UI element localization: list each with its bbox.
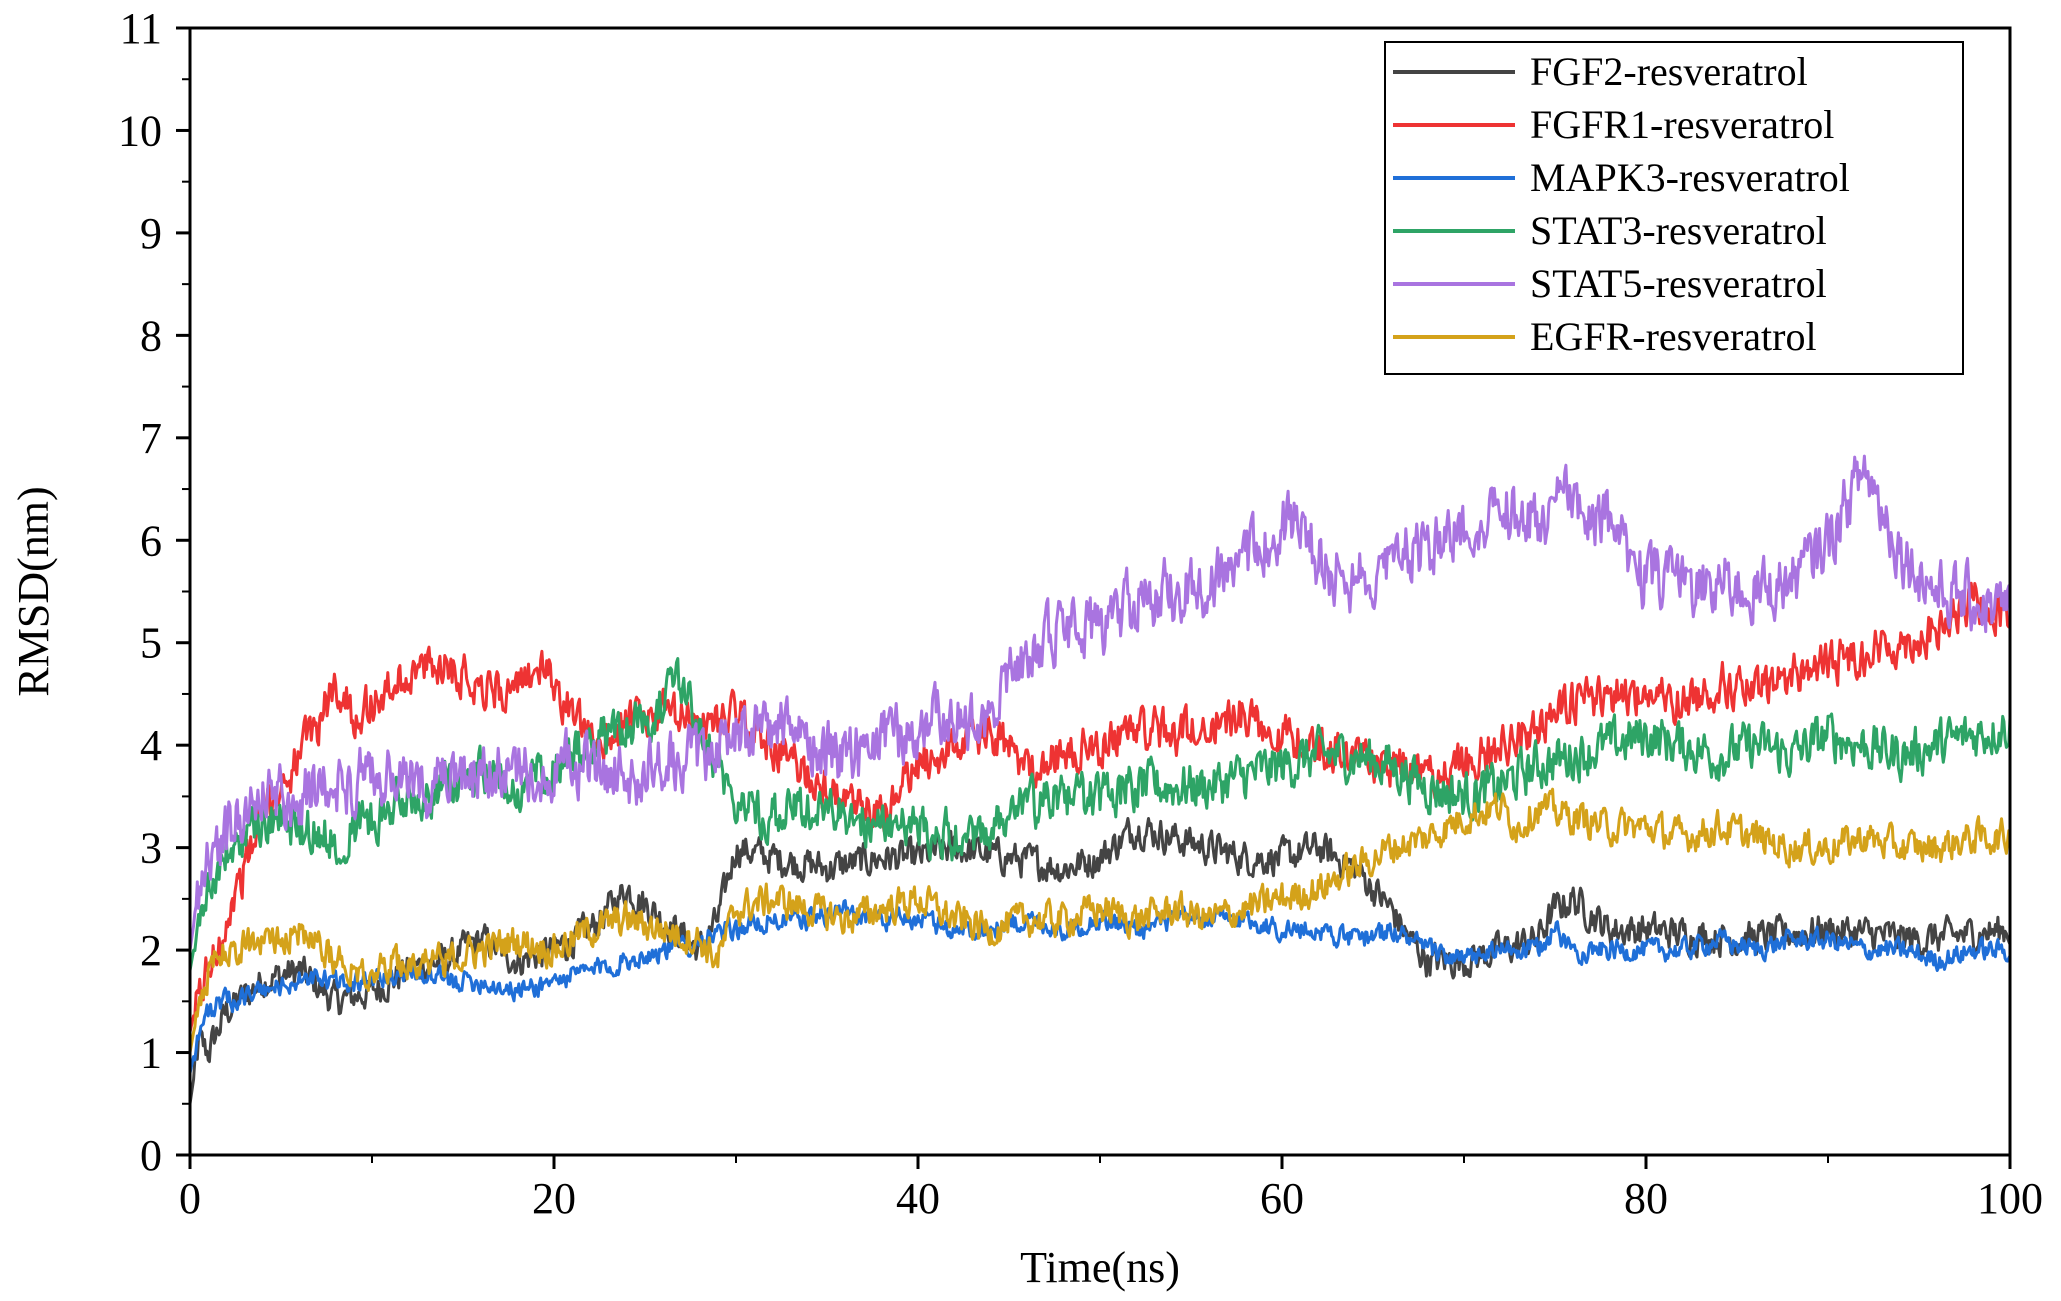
- x-axis-ticks: 0 20 40 60 80 100: [179, 1155, 2043, 1223]
- legend-box: [1384, 41, 1964, 375]
- legend-item: STAT5-resveratrol: [1393, 261, 1827, 306]
- y-tick-label: 7: [140, 414, 162, 463]
- x-tick-label: 0: [179, 1174, 201, 1223]
- legend-label: FGFR1-resveratrol: [1530, 102, 1834, 147]
- series-line-egfr-resveratrol: [188, 787, 2012, 1053]
- x-axis-title: Time(ns): [1020, 1243, 1180, 1292]
- legend: FGF2-resveratrol FGFR1-resveratrol MAPK3-r…: [1384, 41, 1964, 375]
- y-tick-label: 8: [140, 311, 162, 360]
- y-tick-label: 11: [120, 4, 162, 53]
- series-line-fgfr1-resveratrol: [188, 581, 2011, 1033]
- legend-item: MAPK3-resveratrol: [1393, 155, 1850, 200]
- series-line-stat3-resveratrol: [188, 657, 2012, 971]
- y-axis-title: RMSD(nm): [9, 486, 58, 696]
- y-tick-label: 1: [140, 1029, 162, 1078]
- series-line-stat5-resveratrol: [188, 454, 2012, 951]
- legend-label: STAT3-resveratrol: [1530, 208, 1827, 253]
- y-tick-label: 5: [140, 619, 162, 668]
- x-tick-label: 40: [896, 1174, 940, 1223]
- legend-label: FGF2-resveratrol: [1530, 49, 1808, 94]
- x-tick-label: 80: [1624, 1174, 1668, 1223]
- y-tick-label: 10: [118, 106, 162, 155]
- legend-item: FGF2-resveratrol: [1393, 49, 1808, 94]
- x-tick-label: 100: [1977, 1174, 2043, 1223]
- legend-item: FGFR1-resveratrol: [1393, 102, 1834, 147]
- legend-item: STAT3-resveratrol: [1393, 208, 1827, 253]
- legend-label: MAPK3-resveratrol: [1530, 155, 1850, 200]
- legend-label: STAT5-resveratrol: [1530, 261, 1827, 306]
- y-tick-label: 6: [140, 516, 162, 565]
- plot-area-frame: [188, 26, 2012, 1157]
- legend-item: EGFR-resveratrol: [1393, 314, 1817, 359]
- y-tick-label: 4: [140, 721, 162, 770]
- y-tick-label: 2: [140, 926, 162, 975]
- x-tick-label: 60: [1260, 1174, 1304, 1223]
- y-tick-label: 0: [140, 1131, 162, 1180]
- y-axis-ticks: 0 1 2 3 4 5 6 7 8 9 10 11: [118, 4, 190, 1180]
- x-tick-label: 20: [532, 1174, 576, 1223]
- series-line-mapk3-resveratrol: [188, 899, 2012, 1074]
- legend-label: EGFR-resveratrol: [1530, 314, 1817, 359]
- series-layer: [188, 454, 2012, 1105]
- y-tick-label: 3: [140, 824, 162, 873]
- series-line-fgf2-resveratrol: [188, 817, 2012, 1105]
- y-tick-label: 9: [140, 209, 162, 258]
